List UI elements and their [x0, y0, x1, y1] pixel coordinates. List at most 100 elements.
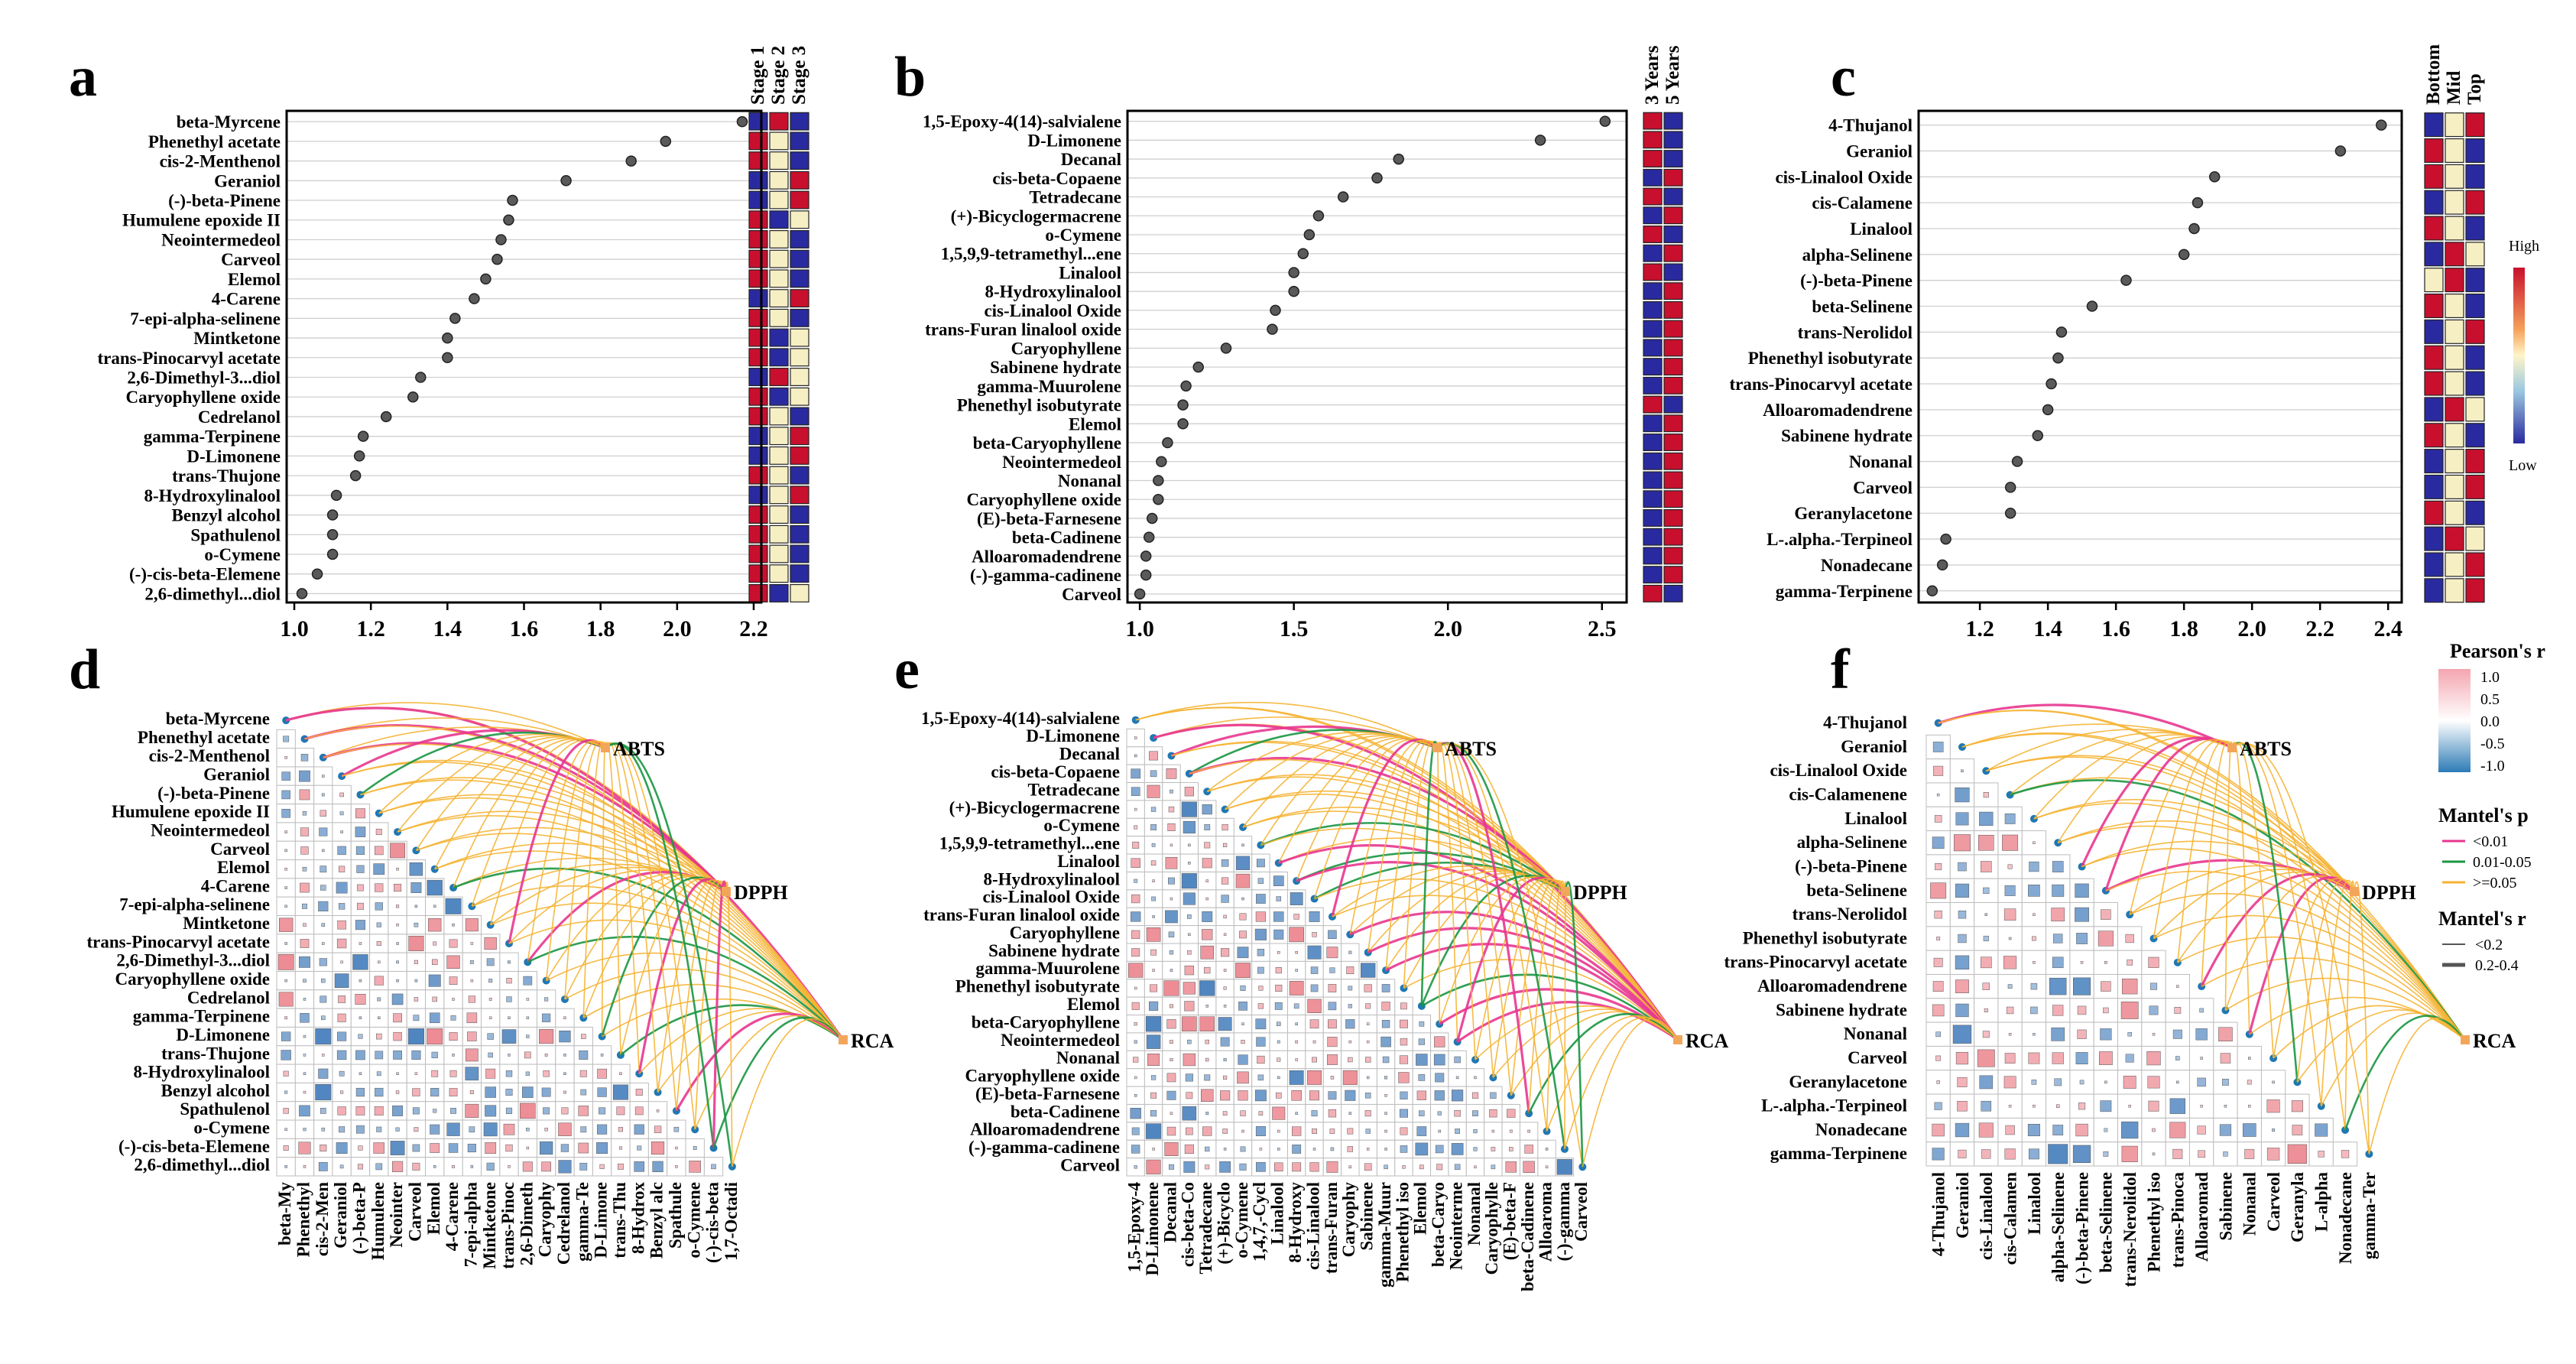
corr-mark	[1310, 966, 1319, 974]
corr-mark	[450, 1108, 456, 1114]
corr-mark	[2033, 1104, 2036, 1108]
corr-mark	[1150, 1110, 1157, 1117]
corr-mark	[2148, 956, 2159, 968]
group-cell	[769, 112, 789, 131]
group-cell	[2424, 190, 2444, 215]
corr-mark	[501, 1029, 517, 1044]
matrix-cell	[2237, 1093, 2262, 1119]
matrix-cell	[536, 1064, 556, 1083]
corr-mark	[1310, 984, 1319, 992]
matrix-cell	[2237, 1117, 2262, 1143]
corr-mark	[452, 923, 455, 927]
target-node	[2227, 743, 2237, 752]
corr-mark	[618, 1127, 624, 1132]
row-label: Caryophyllene	[1010, 923, 1120, 942]
row-label: Cedrelanol	[187, 988, 270, 1007]
row-label: Spathulenol	[190, 525, 281, 544]
corr-mark	[1982, 1031, 1990, 1038]
corr-mark	[1416, 1054, 1428, 1066]
matrix-cell	[592, 1157, 612, 1177]
corr-mark	[1147, 784, 1160, 798]
group-cell	[769, 524, 789, 544]
corr-mark	[2200, 1057, 2203, 1060]
target-label: RCA	[2473, 1030, 2516, 1052]
corr-mark	[1277, 1148, 1280, 1151]
corr-mark	[1312, 932, 1317, 937]
corr-mark	[1240, 985, 1246, 991]
matrix-cell	[1926, 1142, 1951, 1167]
corr-mark	[452, 1054, 455, 1057]
corr-mark	[2247, 1080, 2252, 1085]
corr-mark	[1435, 1073, 1445, 1083]
corr-mark	[1474, 1165, 1477, 1169]
row-label: beta-Selinene	[1812, 297, 1913, 317]
matrix-cell	[611, 1064, 631, 1083]
corr-mark	[302, 903, 307, 909]
corr-mark	[2149, 982, 2158, 990]
mantel-link	[620, 878, 727, 1056]
vip-point	[326, 529, 339, 541]
corr-mark	[1402, 1165, 1406, 1169]
corr-mark	[465, 1103, 479, 1118]
corr-mark	[395, 1127, 400, 1132]
corr-mark	[355, 846, 365, 855]
corr-mark	[283, 736, 290, 742]
corr-mark	[303, 998, 307, 1001]
group-cell	[1663, 263, 1683, 281]
corr-mark	[1150, 949, 1157, 956]
corr-mark	[279, 917, 294, 932]
x-tick-label: 1.5	[1280, 616, 1309, 641]
corr-mark	[1381, 1002, 1390, 1011]
corr-mark	[1170, 1057, 1173, 1062]
mantel-link	[1171, 742, 1679, 1041]
mantel-link	[285, 702, 606, 749]
corr-mark	[1507, 1109, 1516, 1118]
mantel-link	[2057, 820, 2355, 892]
vip-point	[1926, 585, 1938, 597]
corr-mark	[1259, 1148, 1263, 1151]
group-cell	[2424, 474, 2444, 499]
row-label: cis-Calamenene	[1789, 784, 1907, 804]
corr-mark	[619, 1072, 622, 1075]
corr-mark	[337, 846, 346, 856]
col-label: trans-Thu	[610, 1182, 629, 1258]
group-cell	[748, 583, 768, 602]
p-label: <0.01	[2473, 833, 2508, 850]
panel-letter: f	[1831, 638, 1851, 701]
corr-mark	[321, 923, 326, 927]
corr-mark	[1133, 1057, 1139, 1063]
row-label: Alloaromadendrene	[972, 547, 1121, 566]
corr-mark	[1134, 1040, 1137, 1044]
matrix-cell	[1926, 902, 1951, 927]
corr-mark	[1131, 911, 1141, 922]
corr-mark	[1309, 1019, 1319, 1029]
row-label: Geraniol	[203, 765, 270, 784]
group-cell	[2424, 500, 2444, 525]
mantel-link	[2368, 1017, 2466, 1155]
pearson-tick: 1.0	[2480, 669, 2500, 686]
corr-mark	[450, 1015, 456, 1021]
group-cell	[769, 466, 789, 485]
row-label: beta-Caryophyllene	[973, 434, 1121, 453]
corr-mark	[1451, 1143, 1464, 1155]
corr-mark	[1981, 1149, 1991, 1159]
corr-mark	[1150, 1075, 1157, 1080]
p-title: Mantel's p	[2438, 804, 2529, 827]
group-cell	[2465, 500, 2485, 525]
corr-mark	[1936, 1080, 1940, 1084]
vip-point	[2032, 430, 2044, 441]
vip-point	[442, 352, 453, 364]
corr-mark	[1365, 1093, 1371, 1099]
corr-mark	[1384, 1164, 1388, 1170]
group-cell	[2445, 397, 2464, 422]
col-label: Alloaromad	[2192, 1172, 2211, 1262]
vip-point	[1153, 493, 1164, 505]
mantel-link	[582, 741, 606, 1018]
corr-mark	[1237, 1071, 1249, 1084]
group-cell	[1663, 584, 1683, 602]
mantel-link	[605, 742, 734, 1168]
corr-mark	[339, 1070, 345, 1077]
corr-mark	[1205, 1112, 1209, 1116]
corr-mark	[1961, 769, 1964, 773]
